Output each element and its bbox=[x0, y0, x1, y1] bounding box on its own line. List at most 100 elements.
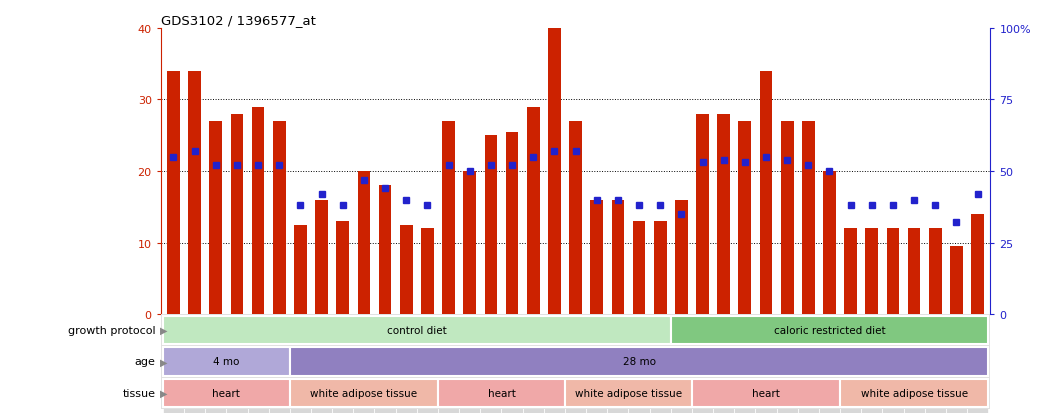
FancyBboxPatch shape bbox=[459, 320, 480, 413]
FancyBboxPatch shape bbox=[438, 320, 459, 413]
FancyBboxPatch shape bbox=[755, 320, 777, 413]
FancyBboxPatch shape bbox=[946, 320, 968, 413]
Text: white adipose tissue: white adipose tissue bbox=[861, 388, 968, 398]
Bar bbox=[671, 316, 988, 344]
FancyBboxPatch shape bbox=[417, 320, 438, 413]
Bar bbox=[438, 379, 565, 407]
FancyBboxPatch shape bbox=[354, 320, 374, 413]
Text: caloric restricted diet: caloric restricted diet bbox=[774, 325, 886, 335]
Bar bbox=[295, 225, 307, 314]
Text: heart: heart bbox=[213, 388, 241, 398]
Text: heart: heart bbox=[752, 388, 780, 398]
Bar bbox=[358, 171, 370, 314]
Text: growth protocol: growth protocol bbox=[68, 325, 156, 335]
Bar bbox=[315, 200, 328, 314]
FancyBboxPatch shape bbox=[797, 320, 819, 413]
FancyBboxPatch shape bbox=[480, 320, 502, 413]
Bar bbox=[289, 379, 438, 407]
FancyBboxPatch shape bbox=[289, 320, 311, 413]
Bar bbox=[400, 225, 413, 314]
Bar bbox=[379, 186, 391, 314]
Bar bbox=[527, 107, 539, 314]
Bar bbox=[718, 114, 730, 314]
Bar bbox=[163, 316, 671, 344]
Bar bbox=[167, 72, 179, 314]
Bar bbox=[289, 347, 988, 376]
Bar bbox=[781, 122, 793, 314]
FancyBboxPatch shape bbox=[396, 320, 417, 413]
Bar bbox=[548, 29, 561, 314]
FancyBboxPatch shape bbox=[543, 320, 565, 413]
FancyBboxPatch shape bbox=[819, 320, 840, 413]
FancyBboxPatch shape bbox=[692, 320, 713, 413]
Bar bbox=[189, 72, 201, 314]
Bar bbox=[866, 229, 878, 314]
FancyBboxPatch shape bbox=[903, 320, 925, 413]
FancyBboxPatch shape bbox=[311, 320, 332, 413]
Bar bbox=[760, 72, 773, 314]
Text: white adipose tissue: white adipose tissue bbox=[574, 388, 682, 398]
Bar bbox=[230, 114, 244, 314]
FancyBboxPatch shape bbox=[163, 320, 184, 413]
FancyBboxPatch shape bbox=[862, 320, 882, 413]
Bar bbox=[675, 200, 688, 314]
Bar bbox=[972, 214, 984, 314]
FancyBboxPatch shape bbox=[586, 320, 608, 413]
Bar bbox=[569, 122, 582, 314]
Bar bbox=[484, 136, 497, 314]
FancyBboxPatch shape bbox=[734, 320, 755, 413]
FancyBboxPatch shape bbox=[882, 320, 903, 413]
Text: control diet: control diet bbox=[387, 325, 447, 335]
FancyBboxPatch shape bbox=[374, 320, 396, 413]
Bar bbox=[950, 247, 962, 314]
Bar bbox=[421, 229, 433, 314]
Bar bbox=[163, 347, 289, 376]
Text: ▶: ▶ bbox=[160, 325, 167, 335]
FancyBboxPatch shape bbox=[608, 320, 628, 413]
Text: 4 mo: 4 mo bbox=[214, 356, 240, 367]
Bar bbox=[692, 379, 840, 407]
Bar bbox=[464, 171, 476, 314]
Bar bbox=[273, 122, 285, 314]
FancyBboxPatch shape bbox=[628, 320, 649, 413]
Bar bbox=[506, 132, 518, 314]
FancyBboxPatch shape bbox=[248, 320, 269, 413]
Bar bbox=[696, 114, 709, 314]
Bar bbox=[738, 122, 751, 314]
Bar bbox=[887, 229, 899, 314]
Text: 28 mo: 28 mo bbox=[622, 356, 655, 367]
FancyBboxPatch shape bbox=[649, 320, 671, 413]
Text: age: age bbox=[135, 356, 156, 367]
Bar bbox=[612, 200, 624, 314]
Text: ▶: ▶ bbox=[160, 356, 167, 367]
Text: ▶: ▶ bbox=[160, 388, 167, 398]
Bar bbox=[252, 107, 264, 314]
FancyBboxPatch shape bbox=[840, 320, 862, 413]
FancyBboxPatch shape bbox=[671, 320, 692, 413]
Bar bbox=[844, 229, 857, 314]
Bar bbox=[590, 200, 604, 314]
FancyBboxPatch shape bbox=[502, 320, 523, 413]
FancyBboxPatch shape bbox=[184, 320, 205, 413]
FancyBboxPatch shape bbox=[269, 320, 289, 413]
FancyBboxPatch shape bbox=[565, 320, 586, 413]
FancyBboxPatch shape bbox=[523, 320, 543, 413]
Bar bbox=[336, 221, 349, 314]
FancyBboxPatch shape bbox=[777, 320, 797, 413]
Bar bbox=[565, 379, 692, 407]
FancyBboxPatch shape bbox=[968, 320, 988, 413]
Text: GDS3102 / 1396577_at: GDS3102 / 1396577_at bbox=[161, 14, 315, 27]
Text: white adipose tissue: white adipose tissue bbox=[310, 388, 418, 398]
Bar bbox=[802, 122, 815, 314]
Bar bbox=[929, 229, 942, 314]
Bar bbox=[209, 122, 222, 314]
Bar bbox=[907, 229, 921, 314]
Text: tissue: tissue bbox=[122, 388, 156, 398]
FancyBboxPatch shape bbox=[332, 320, 354, 413]
Bar bbox=[442, 122, 455, 314]
FancyBboxPatch shape bbox=[226, 320, 248, 413]
FancyBboxPatch shape bbox=[205, 320, 226, 413]
Bar bbox=[654, 221, 667, 314]
Bar bbox=[840, 379, 988, 407]
Bar bbox=[163, 379, 289, 407]
